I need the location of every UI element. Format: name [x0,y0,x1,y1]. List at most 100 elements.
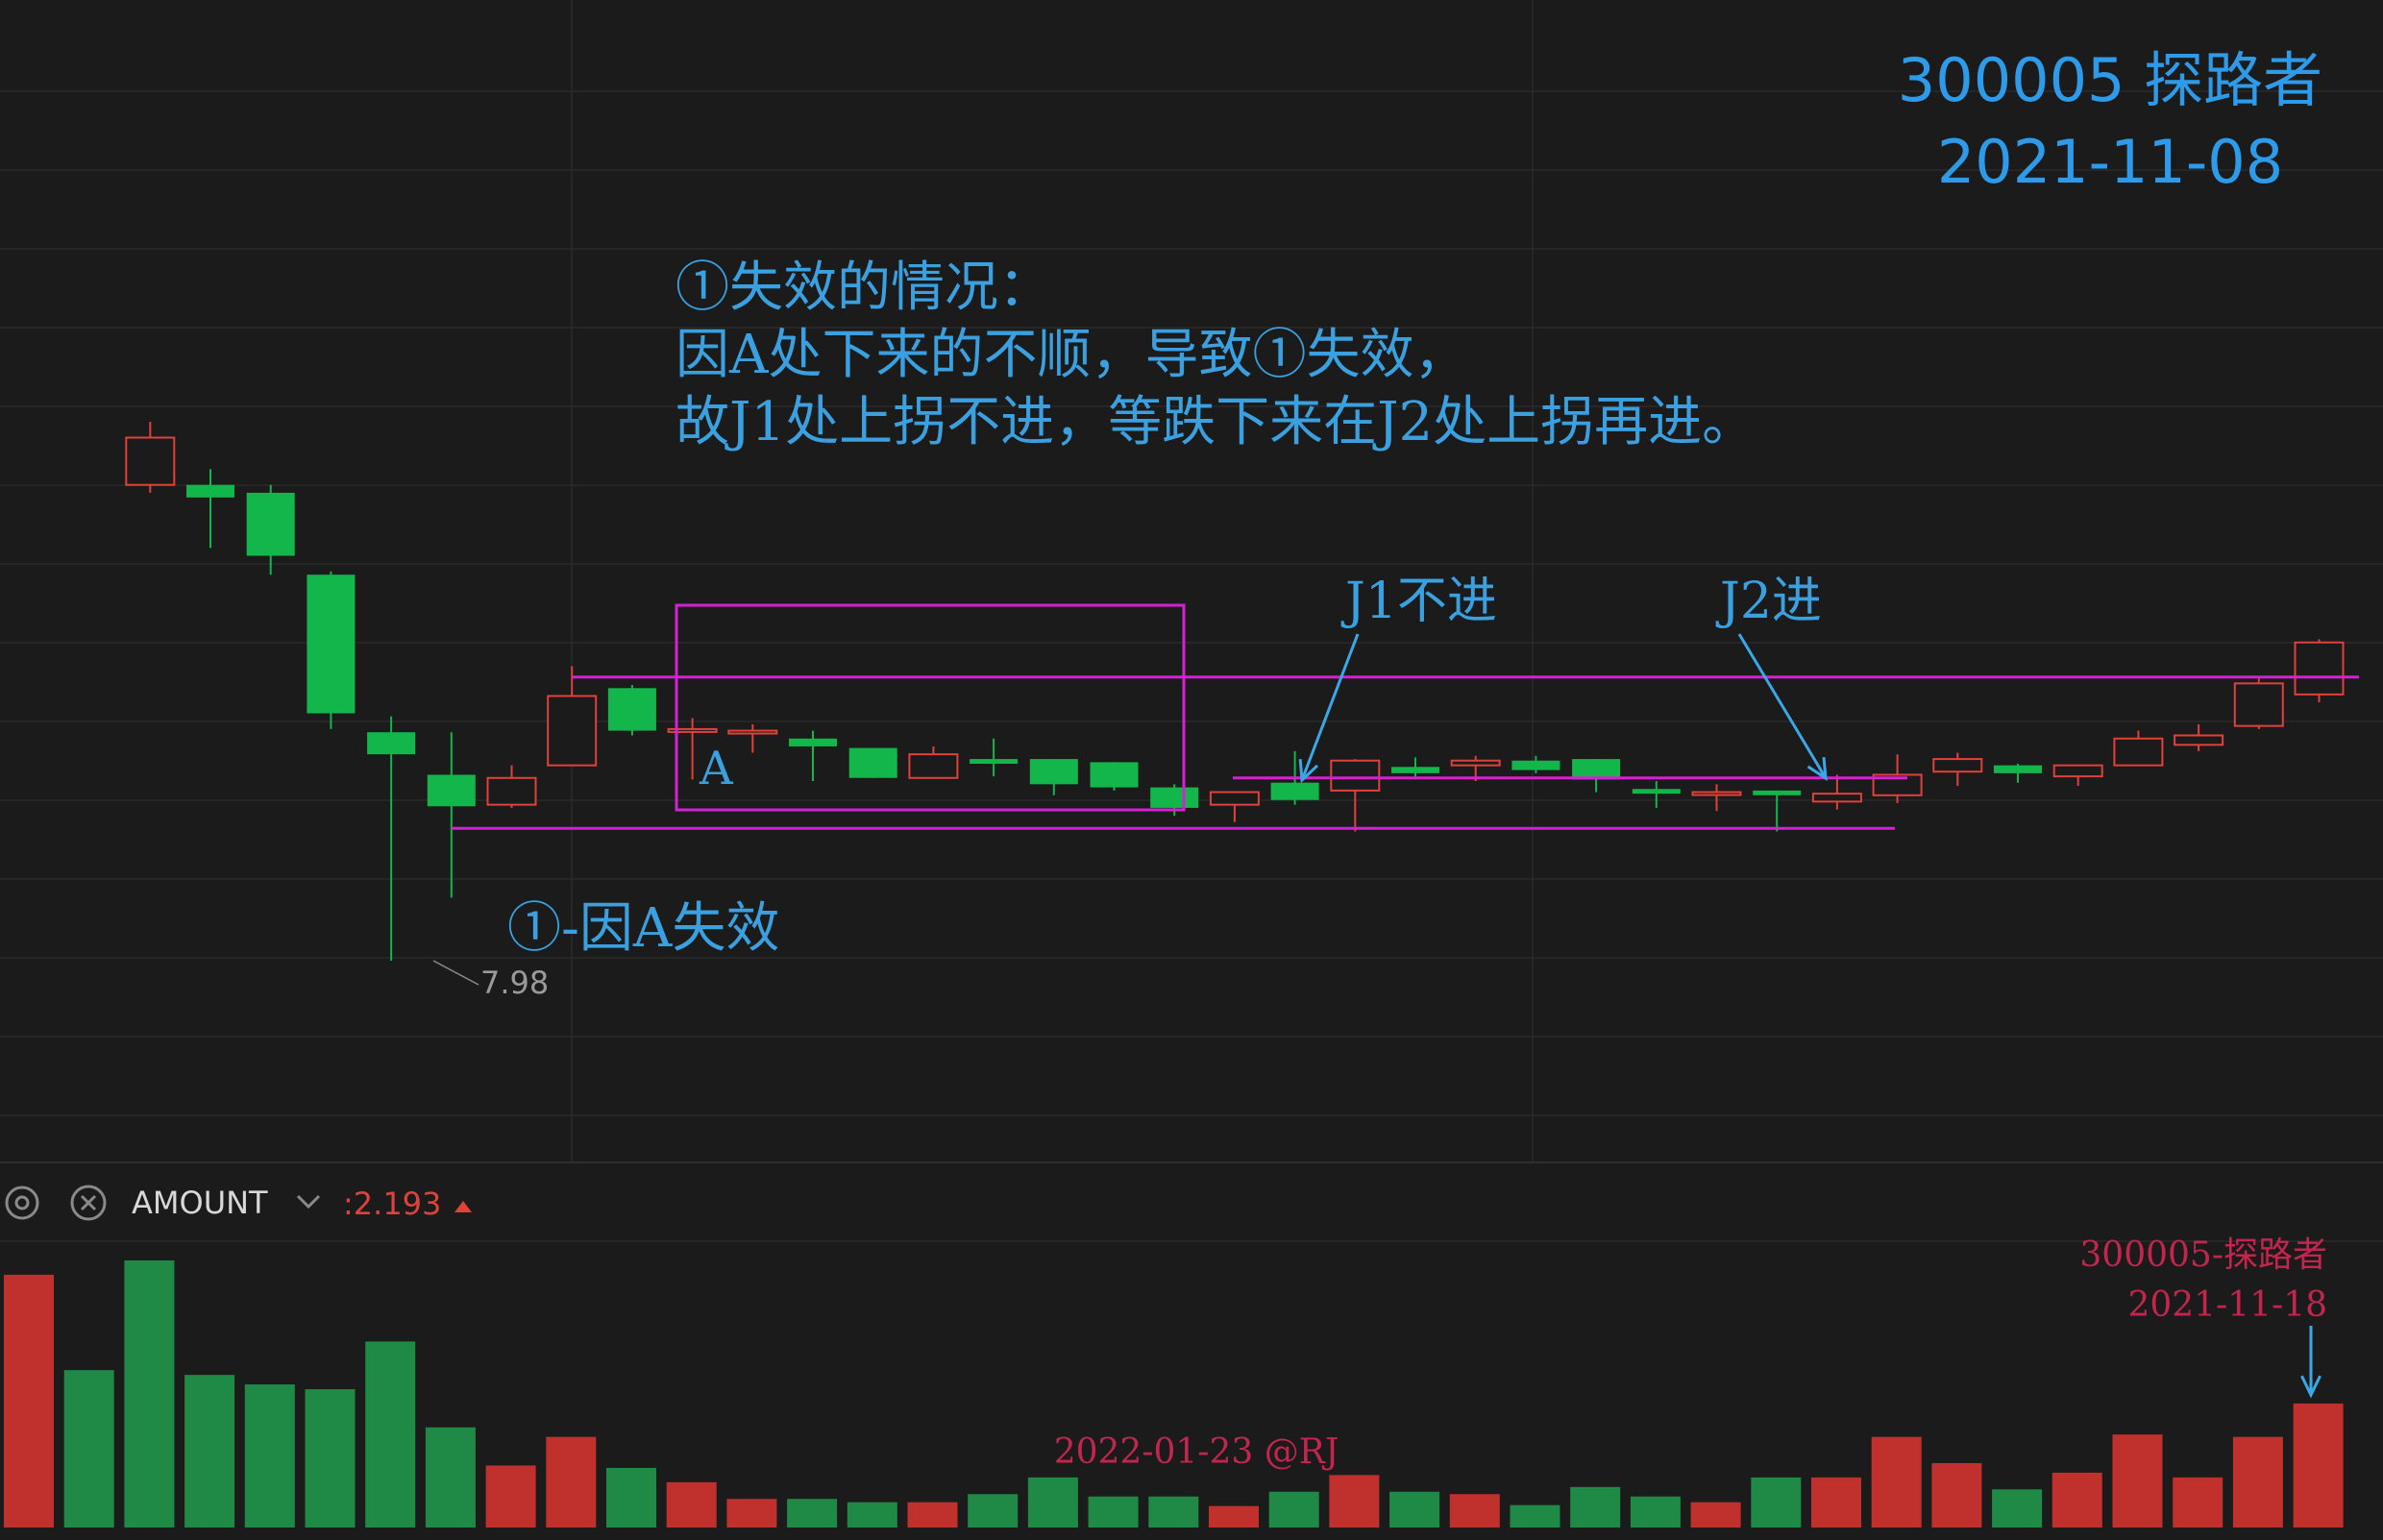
label-a: A [699,742,734,795]
volume-bar [1389,1491,1440,1528]
volume-bar [787,1499,838,1528]
triangle-up-icon [454,1201,472,1212]
candle-up [1691,791,1742,796]
candle-up [125,436,176,486]
volume-bar [606,1467,656,1528]
volume-bar [1449,1494,1500,1528]
candle-down [1753,790,1802,795]
volume-bar [726,1499,777,1528]
volume-bar [968,1494,1019,1528]
volume-bar [2112,1434,2163,1528]
volume-bar [1088,1496,1139,1528]
volume-bar [2232,1436,2283,1528]
candle-down [1632,789,1681,794]
candle-up [1450,759,1501,767]
volume-bar [1148,1496,1199,1528]
volume-bar [425,1427,476,1528]
j1-arrow [1300,633,1360,781]
volume-bar [2051,1472,2102,1528]
candle-up [667,727,718,733]
close-circle-icon[interactable] [70,1185,107,1221]
candle-down [427,774,476,807]
indicator-name[interactable]: AMOUNT [132,1185,268,1221]
candle-up [727,729,778,735]
box-a [675,603,1186,812]
volume-bar [1751,1477,1802,1528]
candle-down [246,492,295,556]
candle-down [1150,787,1199,808]
j2-arrow-head [1806,756,1828,781]
volume-bar [365,1341,416,1528]
candle-up [1811,793,1862,803]
volume-bar [485,1465,536,1528]
candle-down [1090,762,1139,788]
volume-bar [1931,1462,1982,1528]
j1-label: J1不进 [1340,573,1497,630]
volume-bar [1871,1436,1922,1528]
volume-bar [1268,1491,1319,1528]
candle-up [1932,758,1983,773]
volume-bar [1209,1505,1259,1528]
support-label: ①-因A失效 [507,897,779,960]
volume-bar [1510,1504,1560,1528]
candle-up [2174,734,2224,746]
volume-bar [2293,1403,2344,1528]
candle-down [1029,759,1078,785]
candle-up [908,753,959,779]
volume-bar [2173,1477,2223,1528]
volume-bar [1811,1477,1861,1528]
candle-up [547,695,598,767]
note-line-3: 故J1处上拐不进，等跌下来在J2处上拐再进。 [676,391,1756,453]
volume-bar [63,1370,114,1528]
candle-down [1391,767,1439,773]
candle-up [1872,773,1923,796]
volume-bar [546,1436,597,1528]
stock-title: 300005 探路者 [1898,45,2322,115]
candle-down [848,747,897,778]
candle-down [1270,782,1319,800]
note-line-2: 因A处下来的不顺，导致①失效， [676,324,1467,386]
candle-up [2233,682,2284,727]
volume-bar [1992,1489,2043,1528]
note-line-1: ①失效的情况： [676,257,1052,319]
candle-down [186,484,234,498]
volume-bar [1027,1477,1078,1528]
watermark-stock: 300005-探路者 [2079,1235,2327,1275]
volume-bar [305,1389,356,1528]
candle-down [607,688,656,731]
volume-bar [847,1502,897,1528]
stock-date: 2021-11-08 [1937,127,2283,197]
candles [125,422,2345,961]
j2-arrow [1737,633,1828,779]
candle-up [486,776,537,806]
annotation-shapes [432,603,2359,1399]
volume-bar [244,1384,295,1528]
candle-up [1209,791,1260,806]
watermark-credit: 2022-01-23 @RJ [1054,1432,1339,1472]
candle-up [2052,764,2103,778]
volume-bar [1570,1486,1621,1528]
low-price-leader [432,960,479,986]
candle-down [1511,760,1560,770]
low-price-label: 7.98 [480,965,549,1001]
volume-bar [666,1481,717,1528]
candle-down [307,574,356,714]
j1-arrow-head [1298,758,1319,784]
volume-bar [1630,1496,1681,1528]
indicator-value: :2.193 [343,1186,441,1222]
j2-label: J2进 [1715,573,1822,630]
candle-down [1572,759,1621,780]
watermark-date: 2021-11-18 [2127,1285,2327,1325]
settings-icon[interactable] [5,1186,39,1220]
candle-down [970,759,1019,764]
volume-bar [1329,1475,1380,1528]
candle-up [2294,641,2345,696]
volume-bar [1690,1502,1741,1528]
grid-lines [0,0,2383,1242]
volume-bars [4,1260,2344,1528]
chevron-down-icon[interactable] [296,1194,321,1210]
volume-bar [907,1502,958,1528]
volume-arrow-head [2300,1375,2322,1399]
